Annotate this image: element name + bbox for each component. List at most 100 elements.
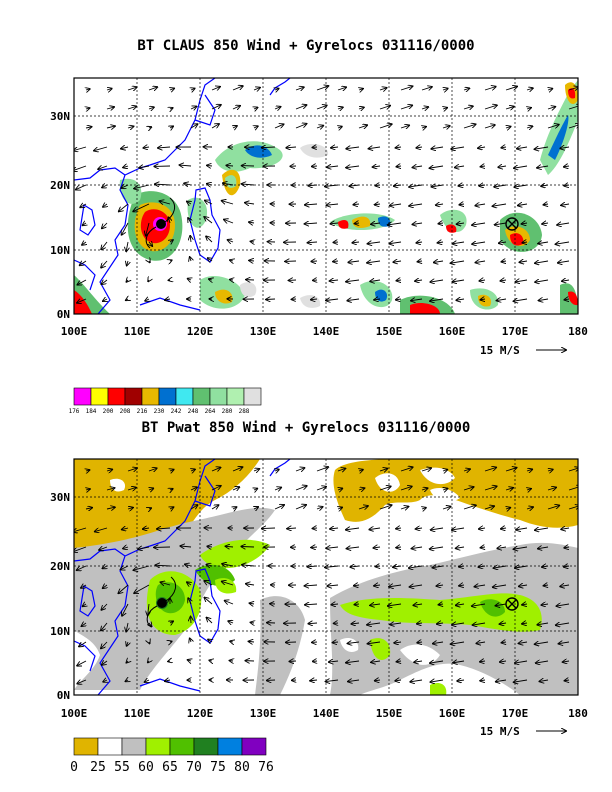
wind-vector bbox=[106, 469, 112, 471]
wind-vector bbox=[254, 126, 258, 128]
wind-vector bbox=[373, 166, 381, 167]
bottom-lon-label: 140E bbox=[313, 707, 340, 720]
wind-vector bbox=[375, 185, 380, 186]
wind-vector bbox=[500, 661, 507, 662]
wind-vector bbox=[455, 166, 465, 167]
wind-vector bbox=[480, 299, 485, 300]
wind-vector bbox=[331, 604, 339, 605]
wind-vector bbox=[358, 488, 364, 490]
legend-label: 60 bbox=[138, 760, 154, 775]
wind-vector bbox=[453, 661, 465, 663]
wind-vector bbox=[333, 261, 339, 262]
wind-vector bbox=[379, 469, 387, 471]
wind-vector bbox=[188, 218, 191, 224]
wind-vector bbox=[514, 299, 528, 301]
wind-vector bbox=[370, 604, 381, 605]
wind-vector bbox=[346, 661, 360, 663]
wind-vector bbox=[126, 241, 128, 251]
wind-vector bbox=[305, 204, 318, 205]
wind-vector bbox=[274, 107, 281, 109]
wind-vector bbox=[409, 185, 423, 187]
wind-vector bbox=[505, 86, 517, 91]
wind-vector bbox=[463, 106, 473, 109]
wind-vector bbox=[547, 125, 559, 128]
wind-vector bbox=[101, 260, 108, 268]
wind-vector bbox=[400, 467, 413, 472]
wind-vector bbox=[338, 127, 342, 128]
wind-vector bbox=[496, 680, 507, 682]
wind-vector bbox=[346, 166, 360, 168]
wind-vector bbox=[311, 299, 318, 300]
legend-label: 216 bbox=[137, 408, 148, 415]
wind-vector bbox=[102, 566, 107, 568]
wind-vector bbox=[484, 467, 496, 472]
legend-label: 248 bbox=[188, 408, 199, 415]
bottom-lon-label: 150E bbox=[376, 707, 403, 720]
wind-vector bbox=[204, 598, 213, 605]
wind-vector bbox=[499, 242, 507, 243]
wind-vector bbox=[205, 200, 213, 204]
bottom-wind-vectors bbox=[74, 467, 578, 684]
legend-label: 0 bbox=[70, 760, 78, 775]
wind-vector bbox=[190, 487, 197, 490]
top-gridlines bbox=[74, 78, 578, 314]
wind-vector bbox=[249, 222, 255, 223]
bottom-lon-label: 100E bbox=[61, 707, 88, 720]
wind-vector bbox=[422, 508, 426, 509]
wind-vector bbox=[548, 89, 552, 90]
wind-vector bbox=[242, 184, 255, 185]
wind-vector bbox=[211, 505, 218, 509]
wind-vector bbox=[409, 566, 423, 568]
wind-vector bbox=[558, 261, 570, 263]
wind-vector bbox=[168, 217, 170, 224]
wind-vector bbox=[367, 242, 381, 244]
wind-vector bbox=[432, 566, 444, 568]
wind-vector bbox=[505, 107, 514, 109]
legend-label: 76 bbox=[258, 760, 274, 775]
wind-vector bbox=[101, 280, 108, 284]
wind-vector bbox=[106, 507, 115, 509]
wind-vector bbox=[456, 604, 465, 605]
wind-vector bbox=[232, 487, 239, 490]
wind-vector bbox=[535, 147, 549, 149]
wind-vector bbox=[556, 242, 570, 244]
wind-vector bbox=[170, 240, 173, 242]
legend-swatch bbox=[73, 387, 92, 406]
wind-vector bbox=[369, 528, 381, 530]
wind-vector bbox=[368, 642, 381, 644]
wind-vector bbox=[354, 604, 359, 605]
wind-vector bbox=[479, 280, 486, 281]
wind-vector bbox=[400, 105, 412, 110]
wind-vector bbox=[463, 88, 469, 90]
wind-vector bbox=[498, 166, 507, 167]
wind-vector bbox=[522, 223, 528, 224]
wind-vector bbox=[397, 661, 401, 662]
wind-vector bbox=[495, 223, 507, 225]
wind-vector bbox=[204, 217, 213, 224]
wind-vector bbox=[228, 240, 234, 242]
wind-vector bbox=[353, 204, 360, 205]
wind-vector bbox=[463, 487, 474, 490]
wind-vector bbox=[190, 124, 198, 128]
wind-vector bbox=[416, 528, 423, 529]
wind-vector bbox=[83, 223, 86, 225]
wind-vector bbox=[371, 661, 381, 662]
legend-swatch bbox=[121, 737, 147, 756]
wind-vector bbox=[286, 147, 297, 148]
wind-vector bbox=[148, 661, 149, 663]
top-lat-label: 0N bbox=[57, 308, 70, 321]
wind-vector bbox=[337, 87, 346, 90]
wind-vector bbox=[74, 146, 87, 151]
wind-vector bbox=[81, 623, 86, 626]
wind-vector bbox=[451, 642, 465, 644]
wind-vector bbox=[159, 201, 171, 204]
wind-vector bbox=[433, 642, 444, 644]
bottom-lat-label: 30N bbox=[50, 491, 70, 504]
wind-vector bbox=[561, 528, 570, 529]
legend-swatch bbox=[217, 737, 243, 756]
wind-vector bbox=[370, 280, 381, 281]
top-lat-label: 30N bbox=[50, 110, 70, 123]
wind-vector bbox=[149, 623, 152, 626]
wind-vector bbox=[413, 604, 423, 605]
wind-vector bbox=[190, 505, 198, 509]
